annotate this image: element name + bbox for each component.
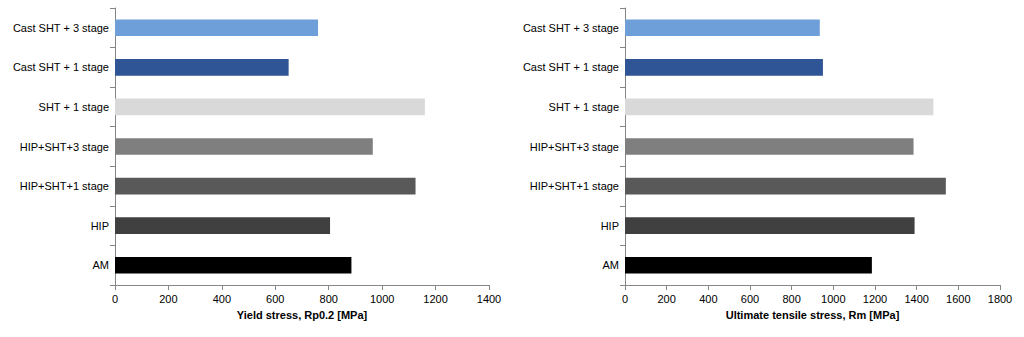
svg-text:AM: AM: [603, 259, 620, 271]
svg-text:Yield stress, Rp0.2 [MPa]: Yield stress, Rp0.2 [MPa]: [237, 309, 368, 321]
svg-text:HIP+SHT+3 stage: HIP+SHT+3 stage: [20, 141, 109, 153]
svg-text:HIP: HIP: [91, 220, 109, 232]
svg-text:1400: 1400: [477, 293, 501, 305]
svg-text:1800: 1800: [988, 293, 1012, 305]
svg-text:HIP: HIP: [601, 220, 619, 232]
svg-text:AM: AM: [93, 259, 110, 271]
svg-text:1200: 1200: [863, 293, 887, 305]
svg-text:200: 200: [657, 293, 675, 305]
svg-text:1000: 1000: [821, 293, 845, 305]
svg-text:600: 600: [741, 293, 759, 305]
svg-text:1200: 1200: [423, 293, 447, 305]
svg-text:Ultimate tensile stress, Rm [M: Ultimate tensile stress, Rm [MPa]: [726, 309, 900, 321]
svg-text:Cast SHT + 3 stage: Cast SHT + 3 stage: [13, 22, 109, 34]
svg-text:600: 600: [266, 293, 284, 305]
svg-text:1400: 1400: [904, 293, 928, 305]
svg-text:HIP+SHT+1 stage: HIP+SHT+1 stage: [20, 180, 109, 192]
svg-text:1000: 1000: [370, 293, 394, 305]
svg-text:HIP+SHT+3 stage: HIP+SHT+3 stage: [530, 141, 619, 153]
svg-text:0: 0: [622, 293, 628, 305]
svg-text:400: 400: [213, 293, 231, 305]
svg-text:Cast SHT + 3 stage: Cast SHT + 3 stage: [523, 22, 619, 34]
svg-text:400: 400: [699, 293, 717, 305]
svg-text:800: 800: [320, 293, 338, 305]
svg-text:Cast SHT + 1 stage: Cast SHT + 1 stage: [13, 61, 109, 73]
svg-text:SHT + 1 stage: SHT + 1 stage: [39, 101, 109, 113]
svg-text:200: 200: [159, 293, 177, 305]
svg-text:0: 0: [112, 293, 118, 305]
svg-text:HIP+SHT+1 stage: HIP+SHT+1 stage: [530, 180, 619, 192]
svg-text:Cast SHT + 1 stage: Cast SHT + 1 stage: [523, 61, 619, 73]
svg-text:1600: 1600: [946, 293, 970, 305]
svg-text:800: 800: [782, 293, 800, 305]
svg-text:SHT + 1 stage: SHT + 1 stage: [549, 101, 619, 113]
